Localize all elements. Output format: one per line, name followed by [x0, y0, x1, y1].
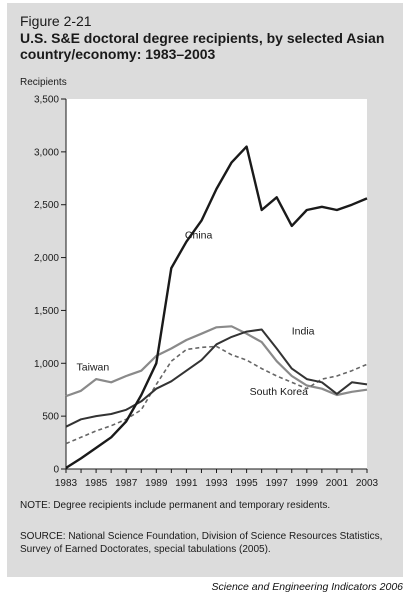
figure-title: U.S. S&E doctoral degree recipients, by …	[20, 30, 385, 62]
figure-label: Figure 2-21	[20, 13, 92, 29]
series-label-china: China	[185, 230, 213, 242]
credit-line: Science and Engineering Indicators 2006	[211, 581, 403, 593]
y-tick-label: 3,500	[34, 95, 59, 106]
y-tick-label: 2,000	[34, 253, 59, 264]
x-tick-label: 1987	[115, 478, 138, 489]
x-tick-label: 1983	[55, 478, 78, 489]
x-tick-label: 1985	[85, 478, 108, 489]
series-line-taiwan	[65, 325, 368, 398]
series-line-india	[65, 328, 368, 428]
x-tick-label: 2001	[326, 478, 349, 489]
y-tick-label: 500	[42, 412, 59, 423]
figure-panel: Figure 2-21 U.S. S&E doctoral degree rec…	[7, 3, 403, 577]
y-tick-label: 2,500	[34, 200, 59, 211]
line-chart: Recipients 0 500 1,000 1,500 2,000 2,500 3,000…	[20, 77, 379, 489]
series-line-south-korea	[65, 345, 368, 445]
plot-area	[66, 99, 367, 469]
x-tick-label: 1995	[235, 478, 258, 489]
x-tick-label: 1993	[205, 478, 228, 489]
x-tick-label: 1989	[145, 478, 168, 489]
y-tick-label: 1,000	[34, 359, 59, 370]
figure-source: SOURCE: National Science Foundation, Div…	[20, 531, 383, 555]
series-line-china	[65, 145, 368, 469]
y-tick-label: 1,500	[34, 306, 59, 317]
figure-note: NOTE: Degree recipients include permanen…	[20, 500, 331, 511]
x-tick-label: 1997	[266, 478, 289, 489]
y-axis-label: Recipients	[20, 77, 67, 88]
x-tick-label: 1999	[296, 478, 319, 489]
x-tick-label: 1991	[175, 478, 198, 489]
x-tick-label: 2003	[356, 478, 379, 489]
series-label-india: India	[292, 326, 315, 338]
y-tick-label: 0	[53, 465, 59, 476]
series-label-south-korea: South Korea	[250, 386, 309, 398]
series-label-taiwan: Taiwan	[77, 362, 110, 374]
y-tick-label: 3,000	[34, 147, 59, 158]
